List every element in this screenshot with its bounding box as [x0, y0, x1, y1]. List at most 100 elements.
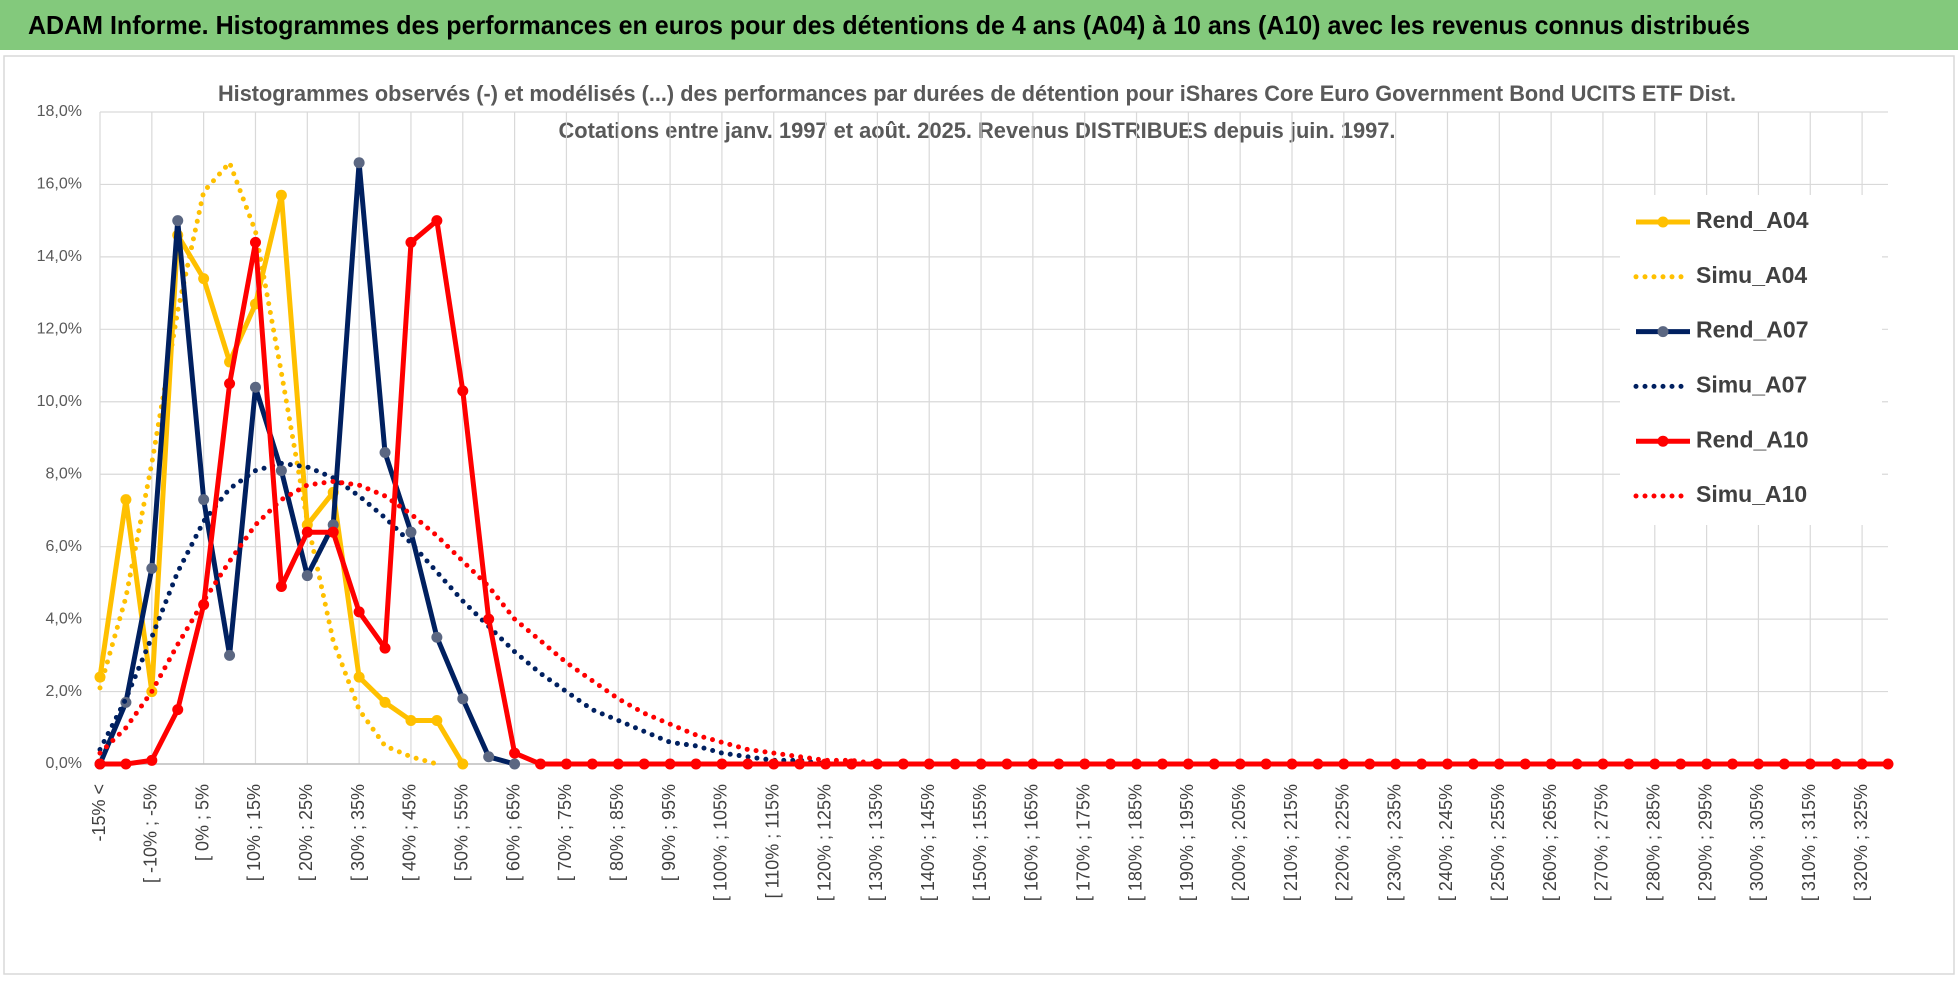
banner-bg	[0, 0, 1958, 50]
x-tick-label: [ 260% ; 265%	[1540, 784, 1560, 901]
x-tick-label: [ 320% ; 325%	[1851, 784, 1871, 901]
x-tick-label: [ 210% ; 215%	[1281, 784, 1301, 901]
marker	[794, 758, 806, 770]
x-tick-label: -15% <	[89, 784, 109, 842]
chart-title: Histogrammes observés (-) et modélisés (…	[218, 81, 1736, 106]
marker	[897, 758, 909, 770]
marker	[146, 562, 158, 574]
x-tick-label: [ 90% ; 95%	[659, 784, 679, 881]
marker	[353, 606, 365, 618]
marker	[1364, 758, 1376, 770]
marker	[1545, 758, 1557, 770]
marker	[1597, 758, 1609, 770]
marker	[249, 381, 261, 393]
x-tick-label: [ 110% ; 115%	[762, 784, 782, 898]
x-tick-label: [ 80% ; 85%	[607, 784, 627, 881]
marker	[1649, 758, 1661, 770]
marker	[949, 758, 961, 770]
marker	[1286, 758, 1298, 770]
x-tick-label: [ 40% ; 45%	[400, 784, 420, 881]
marker	[1390, 758, 1402, 770]
series-line	[97, 478, 880, 767]
x-tick-label: [ 120% ; 125%	[814, 784, 834, 901]
x-tick-label: [ 230% ; 235%	[1384, 784, 1404, 901]
marker	[275, 581, 287, 593]
x-tick-label: [ 150% ; 155%	[970, 784, 990, 901]
marker	[353, 671, 365, 683]
marker	[457, 693, 469, 705]
y-tick-label: 2,0%	[46, 683, 82, 700]
marker	[1727, 758, 1739, 770]
marker	[1027, 758, 1039, 770]
marker	[405, 526, 417, 538]
x-tick-label: [ 310% ; 315%	[1799, 784, 1819, 901]
marker	[1856, 758, 1868, 770]
marker	[1053, 758, 1065, 770]
marker	[1675, 758, 1687, 770]
marker	[1079, 758, 1091, 770]
marker	[1804, 758, 1816, 770]
marker	[716, 758, 728, 770]
legend-label: Simu_A10	[1696, 481, 1807, 507]
marker	[1312, 758, 1324, 770]
marker	[509, 747, 521, 759]
marker	[923, 758, 935, 770]
marker	[353, 157, 365, 169]
y-tick-label: 18,0%	[37, 103, 82, 120]
y-tick-label: 14,0%	[37, 248, 82, 265]
legend-label: Rend_A04	[1696, 207, 1809, 233]
x-tick-label: [ 140% ; 145%	[918, 784, 938, 901]
marker	[431, 631, 443, 643]
x-tick-label: [ 290% ; 295%	[1695, 784, 1715, 901]
x-tick-label: [ 170% ; 175%	[1073, 784, 1093, 901]
marker	[535, 758, 547, 770]
x-tick-label: [ 10% ; 15%	[244, 784, 264, 881]
marker	[172, 704, 184, 716]
marker	[638, 758, 650, 770]
marker	[664, 758, 676, 770]
marker	[1623, 758, 1635, 770]
legend-bg	[1620, 195, 1882, 525]
x-tick-label: [ 200% ; 205%	[1229, 784, 1249, 901]
marker	[457, 758, 469, 770]
x-tick-label: [ 100% ; 105%	[711, 784, 731, 901]
y-tick-label: 8,0%	[46, 465, 82, 482]
marker	[1571, 758, 1583, 770]
marker	[975, 758, 987, 770]
marker	[560, 758, 572, 770]
marker	[871, 758, 883, 770]
marker	[301, 570, 313, 582]
marker	[431, 715, 443, 727]
marker	[1260, 758, 1272, 770]
marker	[1208, 758, 1220, 770]
marker	[690, 758, 702, 770]
x-tick-label: [ 180% ; 185%	[1125, 784, 1145, 901]
marker	[1701, 758, 1713, 770]
marker	[742, 758, 754, 770]
marker	[431, 215, 443, 227]
marker	[1131, 758, 1143, 770]
x-tick-label: [ 220% ; 225%	[1333, 784, 1353, 901]
marker	[1234, 758, 1246, 770]
marker	[198, 494, 210, 506]
x-tick-label: [ 240% ; 245%	[1436, 784, 1456, 901]
legend-marker	[1657, 435, 1669, 447]
marker	[379, 642, 391, 654]
marker	[586, 758, 598, 770]
x-tick-label: [ 190% ; 195%	[1177, 784, 1197, 901]
marker	[120, 494, 132, 506]
series-line	[97, 460, 829, 767]
marker	[1467, 758, 1479, 770]
marker	[1416, 758, 1428, 770]
series-line	[97, 157, 440, 767]
legend-marker	[1657, 216, 1669, 228]
marker	[146, 754, 158, 766]
marker	[224, 649, 236, 661]
marker	[1778, 758, 1790, 770]
marker	[1105, 758, 1117, 770]
marker	[405, 236, 417, 248]
marker	[1338, 758, 1350, 770]
x-tick-label: [ 130% ; 135%	[866, 784, 886, 901]
marker	[768, 758, 780, 770]
marker	[405, 715, 417, 727]
